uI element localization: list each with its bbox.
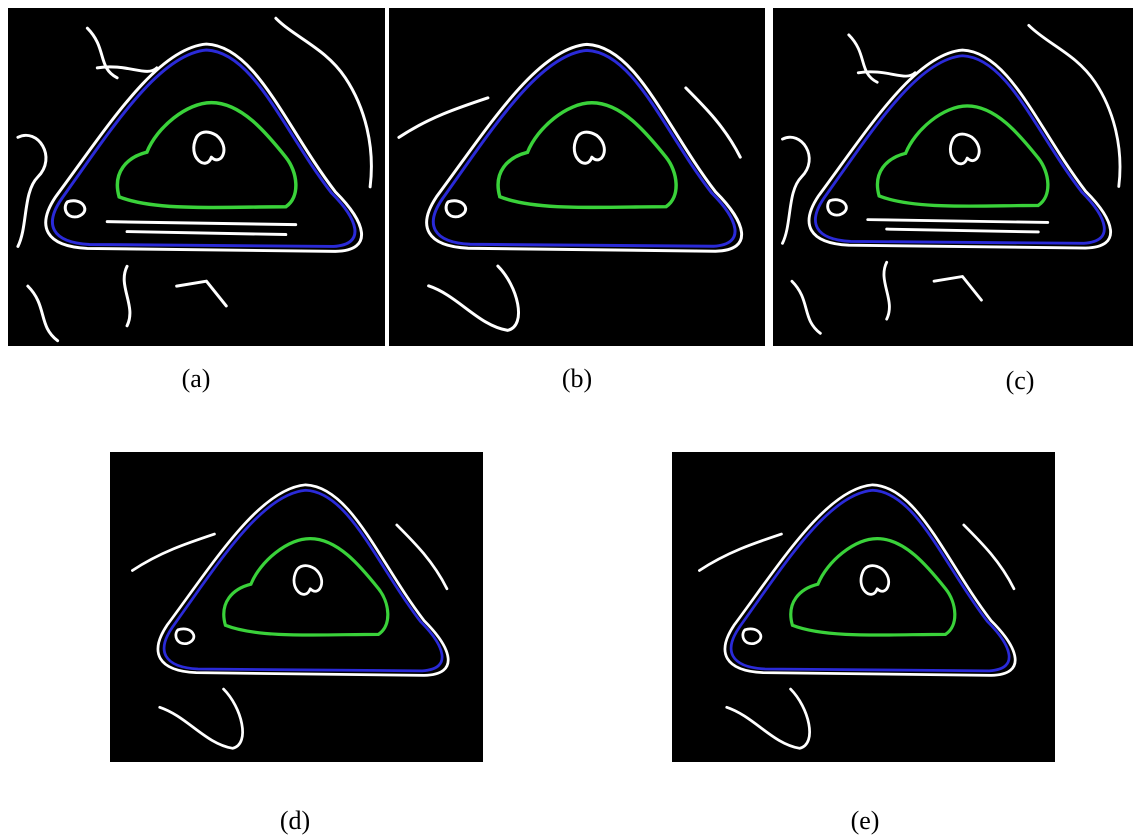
panel-a: (a) <box>8 8 385 393</box>
panel-label: (c) <box>1006 366 1035 395</box>
panel-d: (d) <box>110 452 483 835</box>
panel-label: (a) <box>182 364 211 393</box>
panel-label: (e) <box>851 806 880 835</box>
figure: (a) (b) (c) (d) (e) <box>0 0 1138 839</box>
panel-label: (d) <box>280 806 310 835</box>
panel-c: (c) <box>773 8 1133 395</box>
panel-e: (e) <box>672 452 1055 835</box>
panel-b: (b) <box>389 8 765 393</box>
panel-label: (b) <box>562 364 592 393</box>
